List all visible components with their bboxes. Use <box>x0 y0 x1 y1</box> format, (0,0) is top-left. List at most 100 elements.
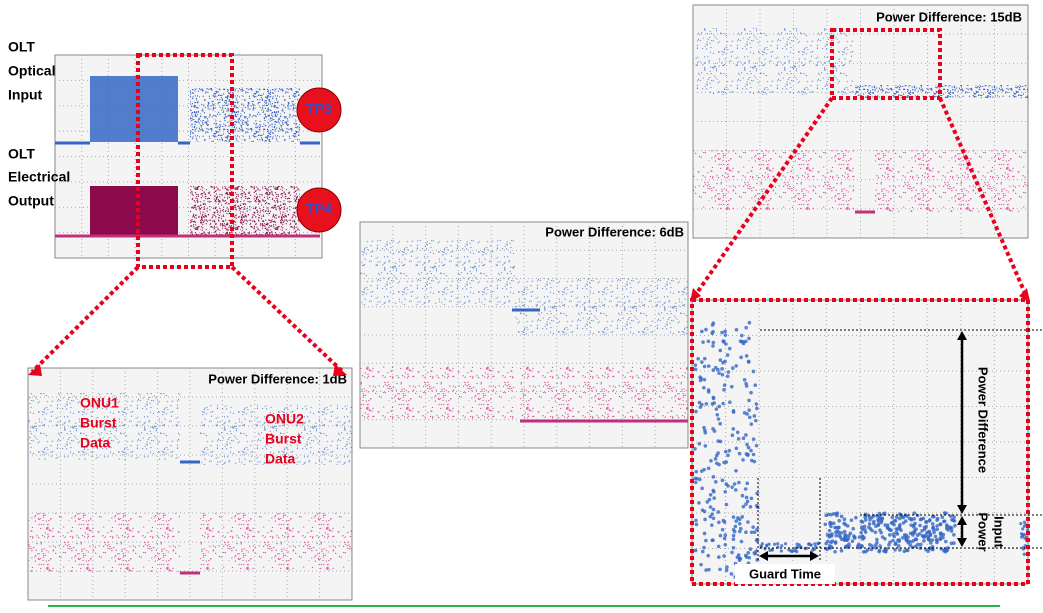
signal-dot <box>717 510 721 514</box>
signal-dot <box>892 535 896 539</box>
signal-dot <box>924 520 928 524</box>
signal-dot <box>722 388 726 392</box>
signal-dot <box>1019 522 1022 525</box>
signal-band <box>875 150 1028 212</box>
signal-dot <box>929 534 933 538</box>
signal-dot <box>832 522 836 526</box>
signal-dot <box>710 523 714 527</box>
signal-dot <box>744 554 748 558</box>
signal-band <box>520 365 688 420</box>
signal-dot <box>897 544 901 548</box>
signal-dot <box>697 442 701 446</box>
signal-dot <box>717 545 721 549</box>
scope-title: Power Difference: 1dB <box>208 371 347 386</box>
signal-dot <box>734 519 738 523</box>
signal-dot <box>721 402 725 406</box>
signal-dot <box>861 520 865 524</box>
signal-dot <box>747 399 751 403</box>
signal-dot <box>843 517 847 521</box>
scope-title: Power Difference: 15dB <box>876 9 1022 24</box>
signal-dot <box>737 481 741 485</box>
signal-dot <box>828 522 832 526</box>
signal-dot <box>723 543 727 547</box>
signal-dot <box>730 385 734 389</box>
signal-dot <box>718 568 722 572</box>
signal-dot <box>912 523 916 527</box>
signal-dot <box>776 542 779 545</box>
signal-dot <box>898 525 902 529</box>
signal-dot <box>953 524 957 528</box>
signal-dot <box>752 370 756 374</box>
label: Input <box>8 87 43 103</box>
signal-dot <box>874 530 878 534</box>
signal-dot <box>701 550 705 554</box>
signal-dot <box>817 542 820 545</box>
signal-dot <box>834 526 838 530</box>
signal-dot <box>753 460 757 464</box>
signal-dot <box>773 543 776 546</box>
signal-dot <box>918 524 922 528</box>
signal-dot <box>868 522 872 526</box>
signal-dot <box>724 333 728 337</box>
signal-dot <box>711 427 715 431</box>
signal-dot <box>851 527 855 531</box>
signal-dot <box>732 546 736 550</box>
signal-dot <box>895 515 899 519</box>
signal-dot <box>719 349 723 353</box>
signal-dot <box>755 444 759 448</box>
signal-dot <box>755 402 759 406</box>
signal-dot <box>738 558 742 562</box>
signal-dot <box>725 503 729 507</box>
signal-dot <box>789 549 792 552</box>
signal-dot <box>711 344 715 348</box>
signal-dot <box>703 378 707 382</box>
signal-dot <box>723 383 727 387</box>
signal-dot <box>752 453 756 457</box>
signal-dot <box>717 405 721 409</box>
signal-dot <box>904 519 908 523</box>
signal-dot <box>753 414 757 418</box>
signal-dot <box>700 486 704 490</box>
signal-dot <box>745 384 749 388</box>
signal-dot <box>733 482 737 486</box>
signal-dot <box>911 531 915 535</box>
signal-dot <box>881 535 885 539</box>
annotation: Data <box>80 435 111 451</box>
signal-dot <box>734 488 738 492</box>
signal-dot <box>1023 553 1026 556</box>
signal-dot <box>742 505 746 509</box>
signal-dot <box>719 534 723 538</box>
signal-dot <box>878 528 882 532</box>
signal-dot <box>722 461 726 465</box>
signal-dot <box>834 540 838 544</box>
signal-dot <box>744 433 748 437</box>
signal-dot <box>737 437 741 441</box>
signal-dot <box>867 525 871 529</box>
signal-dot <box>694 363 698 367</box>
signal-dot <box>726 454 730 458</box>
signal-dot <box>831 539 835 543</box>
signal-dot <box>750 497 754 501</box>
signal-dot <box>712 475 716 479</box>
signal-dot <box>736 430 740 434</box>
signal-dot <box>931 538 935 542</box>
signal-dot <box>744 326 748 330</box>
signal-dot <box>891 521 895 525</box>
signal-dot <box>843 530 847 534</box>
tp-label: TP4 <box>306 201 332 217</box>
signal-dot <box>701 508 705 512</box>
signal-dot <box>887 543 891 547</box>
signal-dot <box>726 353 730 357</box>
signal-dot <box>875 538 879 542</box>
signal-dot <box>724 342 728 346</box>
signal-dot <box>1023 521 1026 524</box>
signal-dot <box>703 532 707 536</box>
signal-dot <box>878 544 882 548</box>
signal-dot <box>714 480 718 484</box>
signal-dot <box>894 543 898 547</box>
signal-dot <box>712 508 716 512</box>
signal-dot <box>701 340 705 344</box>
signal-dot <box>731 433 735 437</box>
signal-dot <box>700 469 704 473</box>
label: OLT <box>8 39 35 55</box>
